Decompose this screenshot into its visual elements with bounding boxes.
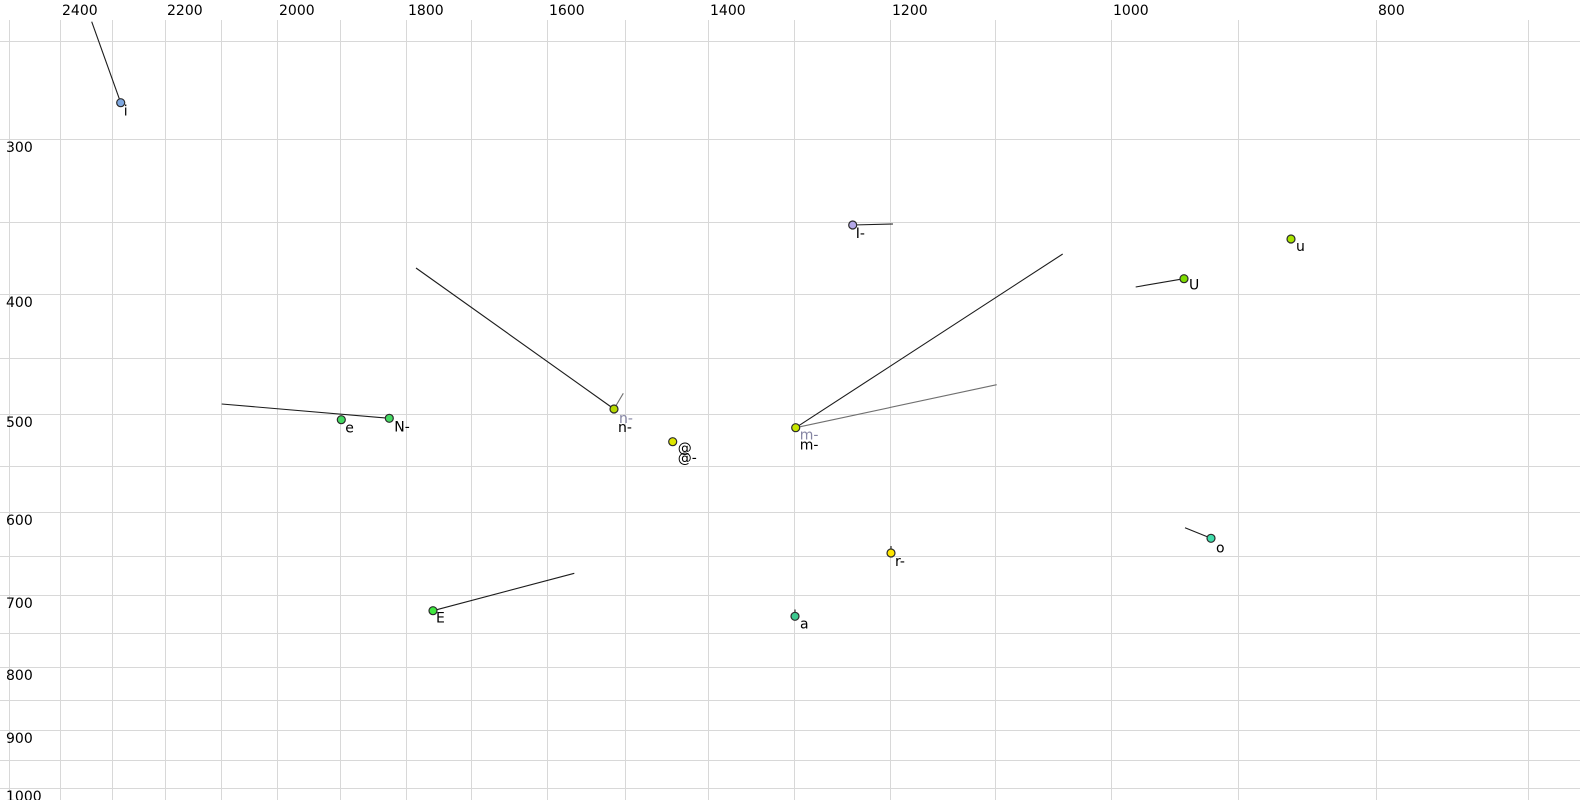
vowel-label-@-1: @-: [678, 451, 697, 467]
trajectory-line-o-black: [1184, 527, 1212, 539]
y-axis-tick-600: 600: [6, 513, 33, 529]
vowel-label-i: i: [124, 104, 128, 120]
vowel-point-@[interactable]: [668, 437, 678, 447]
x-axis-tick-1200: 1200: [892, 3, 928, 19]
vowel-label-I-: I-: [856, 226, 865, 242]
trajectory-line-m--gray: [795, 384, 997, 429]
vowel-label-e: e: [345, 421, 354, 437]
vowel-label-a: a: [800, 616, 809, 632]
vowel-label-@: @: [678, 441, 692, 457]
vowel-point-o[interactable]: [1206, 533, 1216, 543]
vowel-point-e[interactable]: [336, 415, 346, 425]
vowel-point-N-[interactable]: [384, 413, 394, 423]
y-axis-tick-500: 500: [6, 415, 33, 431]
x-axis-tick-2200: 2200: [167, 3, 203, 19]
x-axis-tick-1400: 1400: [710, 3, 746, 19]
vowel-point-a[interactable]: [790, 611, 800, 621]
vowel-label-m--1: m-: [800, 438, 819, 454]
x-axis-tick-800: 800: [1378, 3, 1405, 19]
y-axis-tick-1000: 1000: [6, 789, 42, 800]
vowel-point-n-[interactable]: [609, 404, 619, 414]
x-axis-tick-2400: 2400: [62, 3, 98, 19]
trajectory-line-E-black: [432, 572, 575, 612]
trajectory-line-i-black: [91, 21, 122, 103]
vowel-point-m-[interactable]: [791, 423, 801, 433]
trajectory-line-N--black: [221, 403, 390, 419]
trajectory-line-m--black: [795, 253, 1063, 429]
vowel-label-o: o: [1216, 540, 1225, 556]
vowel-point-U[interactable]: [1179, 274, 1189, 284]
x-axis-tick-1600: 1600: [549, 3, 585, 19]
y-axis-tick-900: 900: [6, 731, 33, 747]
vowel-label-E: E: [436, 611, 445, 627]
vowel-label-U: U: [1189, 278, 1199, 294]
y-axis-tick-800: 800: [6, 668, 33, 684]
vowel-point-I-[interactable]: [848, 220, 858, 230]
vowel-point-r-[interactable]: [886, 548, 896, 558]
trajectory-line-U-black: [1135, 278, 1185, 288]
trajectory-line-I--black: [852, 223, 894, 226]
vowel-label-N-: N-: [394, 419, 410, 435]
trajectory-line-n--black: [415, 267, 615, 410]
vowel-label-u: u: [1296, 239, 1305, 255]
vowel-point-E[interactable]: [428, 606, 438, 616]
x-axis-tick-1800: 1800: [408, 3, 444, 19]
y-axis-tick-300: 300: [6, 140, 33, 156]
y-axis-tick-700: 700: [6, 596, 33, 612]
x-axis-tick-2000: 2000: [279, 3, 315, 19]
vowel-label-n-: n-: [619, 411, 633, 427]
vowel-point-i[interactable]: [116, 98, 126, 108]
vowel-label-n--1: n-: [618, 420, 632, 436]
y-axis-tick-400: 400: [6, 295, 33, 311]
vowel-label-m-: m-: [800, 428, 819, 444]
vowel-point-u[interactable]: [1286, 234, 1296, 244]
x-axis-tick-1000: 1000: [1113, 3, 1149, 19]
vowel-label-r-: r-: [895, 554, 905, 570]
